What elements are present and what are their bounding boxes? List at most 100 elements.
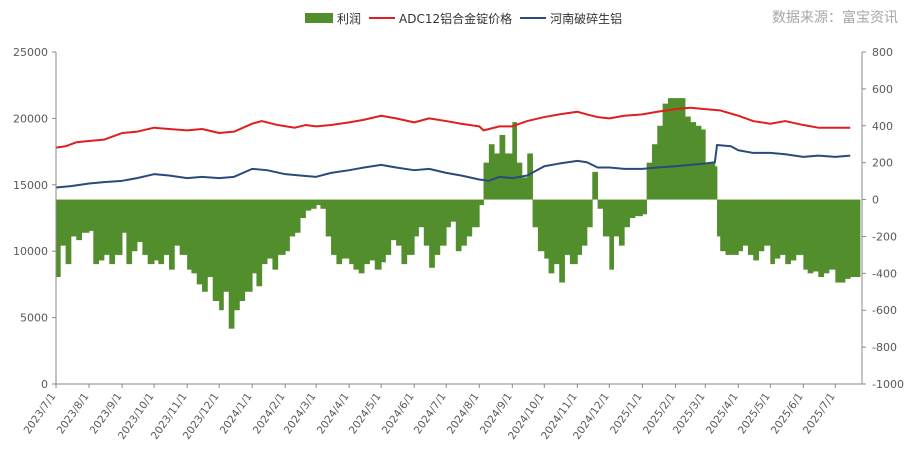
profit-bar [488, 144, 495, 200]
profit-bar [471, 199, 480, 228]
profit-bar [179, 199, 188, 255]
legend-item-profit[interactable]: 利润 [305, 10, 361, 27]
profit-bar [300, 199, 306, 218]
y-right-tick-label: -600 [872, 304, 897, 317]
profit-bar [418, 199, 425, 228]
profit-bar [158, 199, 165, 265]
profit-bar [747, 199, 754, 255]
x-tick-label: 2025/1/1 [608, 391, 645, 437]
profit-bar [401, 199, 408, 265]
y-left-tick-label: 20000 [13, 112, 48, 125]
profit-bar [679, 98, 686, 200]
profit-bar [93, 199, 100, 265]
profit-bar [738, 199, 743, 252]
price-lines-layer [55, 106, 851, 189]
profit-bar [586, 199, 593, 228]
profit-bar [191, 199, 198, 274]
y-right-tick-label: 800 [872, 46, 893, 59]
profit-bar [785, 199, 791, 265]
x-tick-label: 2025/7/1 [801, 391, 838, 437]
profit-bar [385, 199, 392, 255]
profit-bar [714, 166, 718, 200]
chart-legend: 利润 ADC12铝合金锭价格 河南破碎生铝 [305, 9, 630, 27]
profit-bar [289, 199, 296, 237]
profit-bar [369, 199, 376, 261]
profit-bar [109, 199, 116, 265]
profit-bar [651, 144, 658, 200]
legend-label-profit: 利润 [337, 11, 362, 26]
profit-bar [272, 199, 279, 270]
profit-bar [779, 199, 786, 255]
y-right-tick-label: -200 [872, 230, 897, 243]
profit-bar [305, 199, 312, 211]
profit-bar [642, 199, 648, 215]
profit-bar [285, 199, 290, 252]
henan-scrap-line [55, 143, 851, 189]
profit-bar [252, 199, 257, 274]
profit-bar [353, 199, 360, 270]
profit-bar [537, 199, 545, 252]
profit-bar [207, 199, 214, 278]
profit-bar [720, 199, 726, 252]
y-right-tick-label: 400 [872, 120, 893, 133]
x-tick-label: 2024/1/1 [218, 391, 255, 437]
profit-bar [434, 199, 441, 255]
profit-bar [844, 199, 851, 279]
profit-bar [512, 122, 517, 200]
profit-bar [223, 199, 230, 292]
profit-bar [548, 199, 555, 274]
profit-bar [310, 199, 317, 209]
legend-swatch-henan-scrap [520, 17, 547, 19]
profit-bar [455, 199, 462, 252]
legend-item-henan-scrap[interactable]: 河南破碎生铝 [520, 10, 622, 27]
legend-swatch-profit [305, 13, 333, 23]
legend-item-adc12-price[interactable]: ADC12铝合金锭价格 [369, 10, 512, 27]
profit-bar [277, 199, 286, 255]
profit-bar [446, 199, 451, 228]
profit-bar [516, 162, 523, 200]
y-left-tick-label: 0 [41, 378, 48, 391]
profit-bar [569, 199, 578, 265]
profit-bar [76, 199, 82, 241]
profit-bar [56, 199, 61, 278]
profit-bar [406, 199, 415, 255]
profit-bar [774, 199, 781, 259]
profit-bar [753, 199, 759, 261]
profit-bar [202, 199, 208, 292]
profit-bar [527, 153, 533, 200]
profit-area-layer [56, 98, 861, 329]
profit-bar [730, 199, 739, 255]
y-right-tick-label: -800 [872, 341, 897, 354]
profit-bar [316, 199, 321, 206]
profit-bar [219, 199, 224, 311]
profit-bar [763, 199, 771, 246]
profit-bar [349, 199, 354, 265]
profit-bar [423, 199, 430, 246]
profit-bar [634, 199, 643, 217]
profit-bar [685, 116, 691, 200]
profit-bar [602, 199, 610, 237]
profit-bar [381, 199, 386, 263]
y-left-tick-label: 5000 [20, 312, 48, 325]
y-right-tick-label: 0 [872, 194, 879, 207]
profit-bar [137, 199, 143, 242]
profit-bar [667, 98, 676, 200]
profit-bar [770, 199, 775, 265]
profit-bar [850, 199, 861, 278]
profit-bar [89, 199, 94, 231]
profit-bar [823, 199, 830, 274]
profit-bar [239, 199, 246, 301]
profit-bar [544, 199, 549, 259]
y-left-tick-label: 10000 [13, 245, 48, 258]
profit-bar [597, 199, 604, 209]
profit-bar [839, 199, 846, 283]
profit-bar [742, 199, 749, 246]
profit-bar [807, 199, 814, 274]
profit-bar [234, 199, 240, 311]
profit-bar [331, 199, 337, 255]
legend-label-adc12-price: ADC12铝合金锭价格 [399, 11, 513, 26]
profit-bar [725, 199, 732, 255]
profit-bar [103, 199, 110, 255]
